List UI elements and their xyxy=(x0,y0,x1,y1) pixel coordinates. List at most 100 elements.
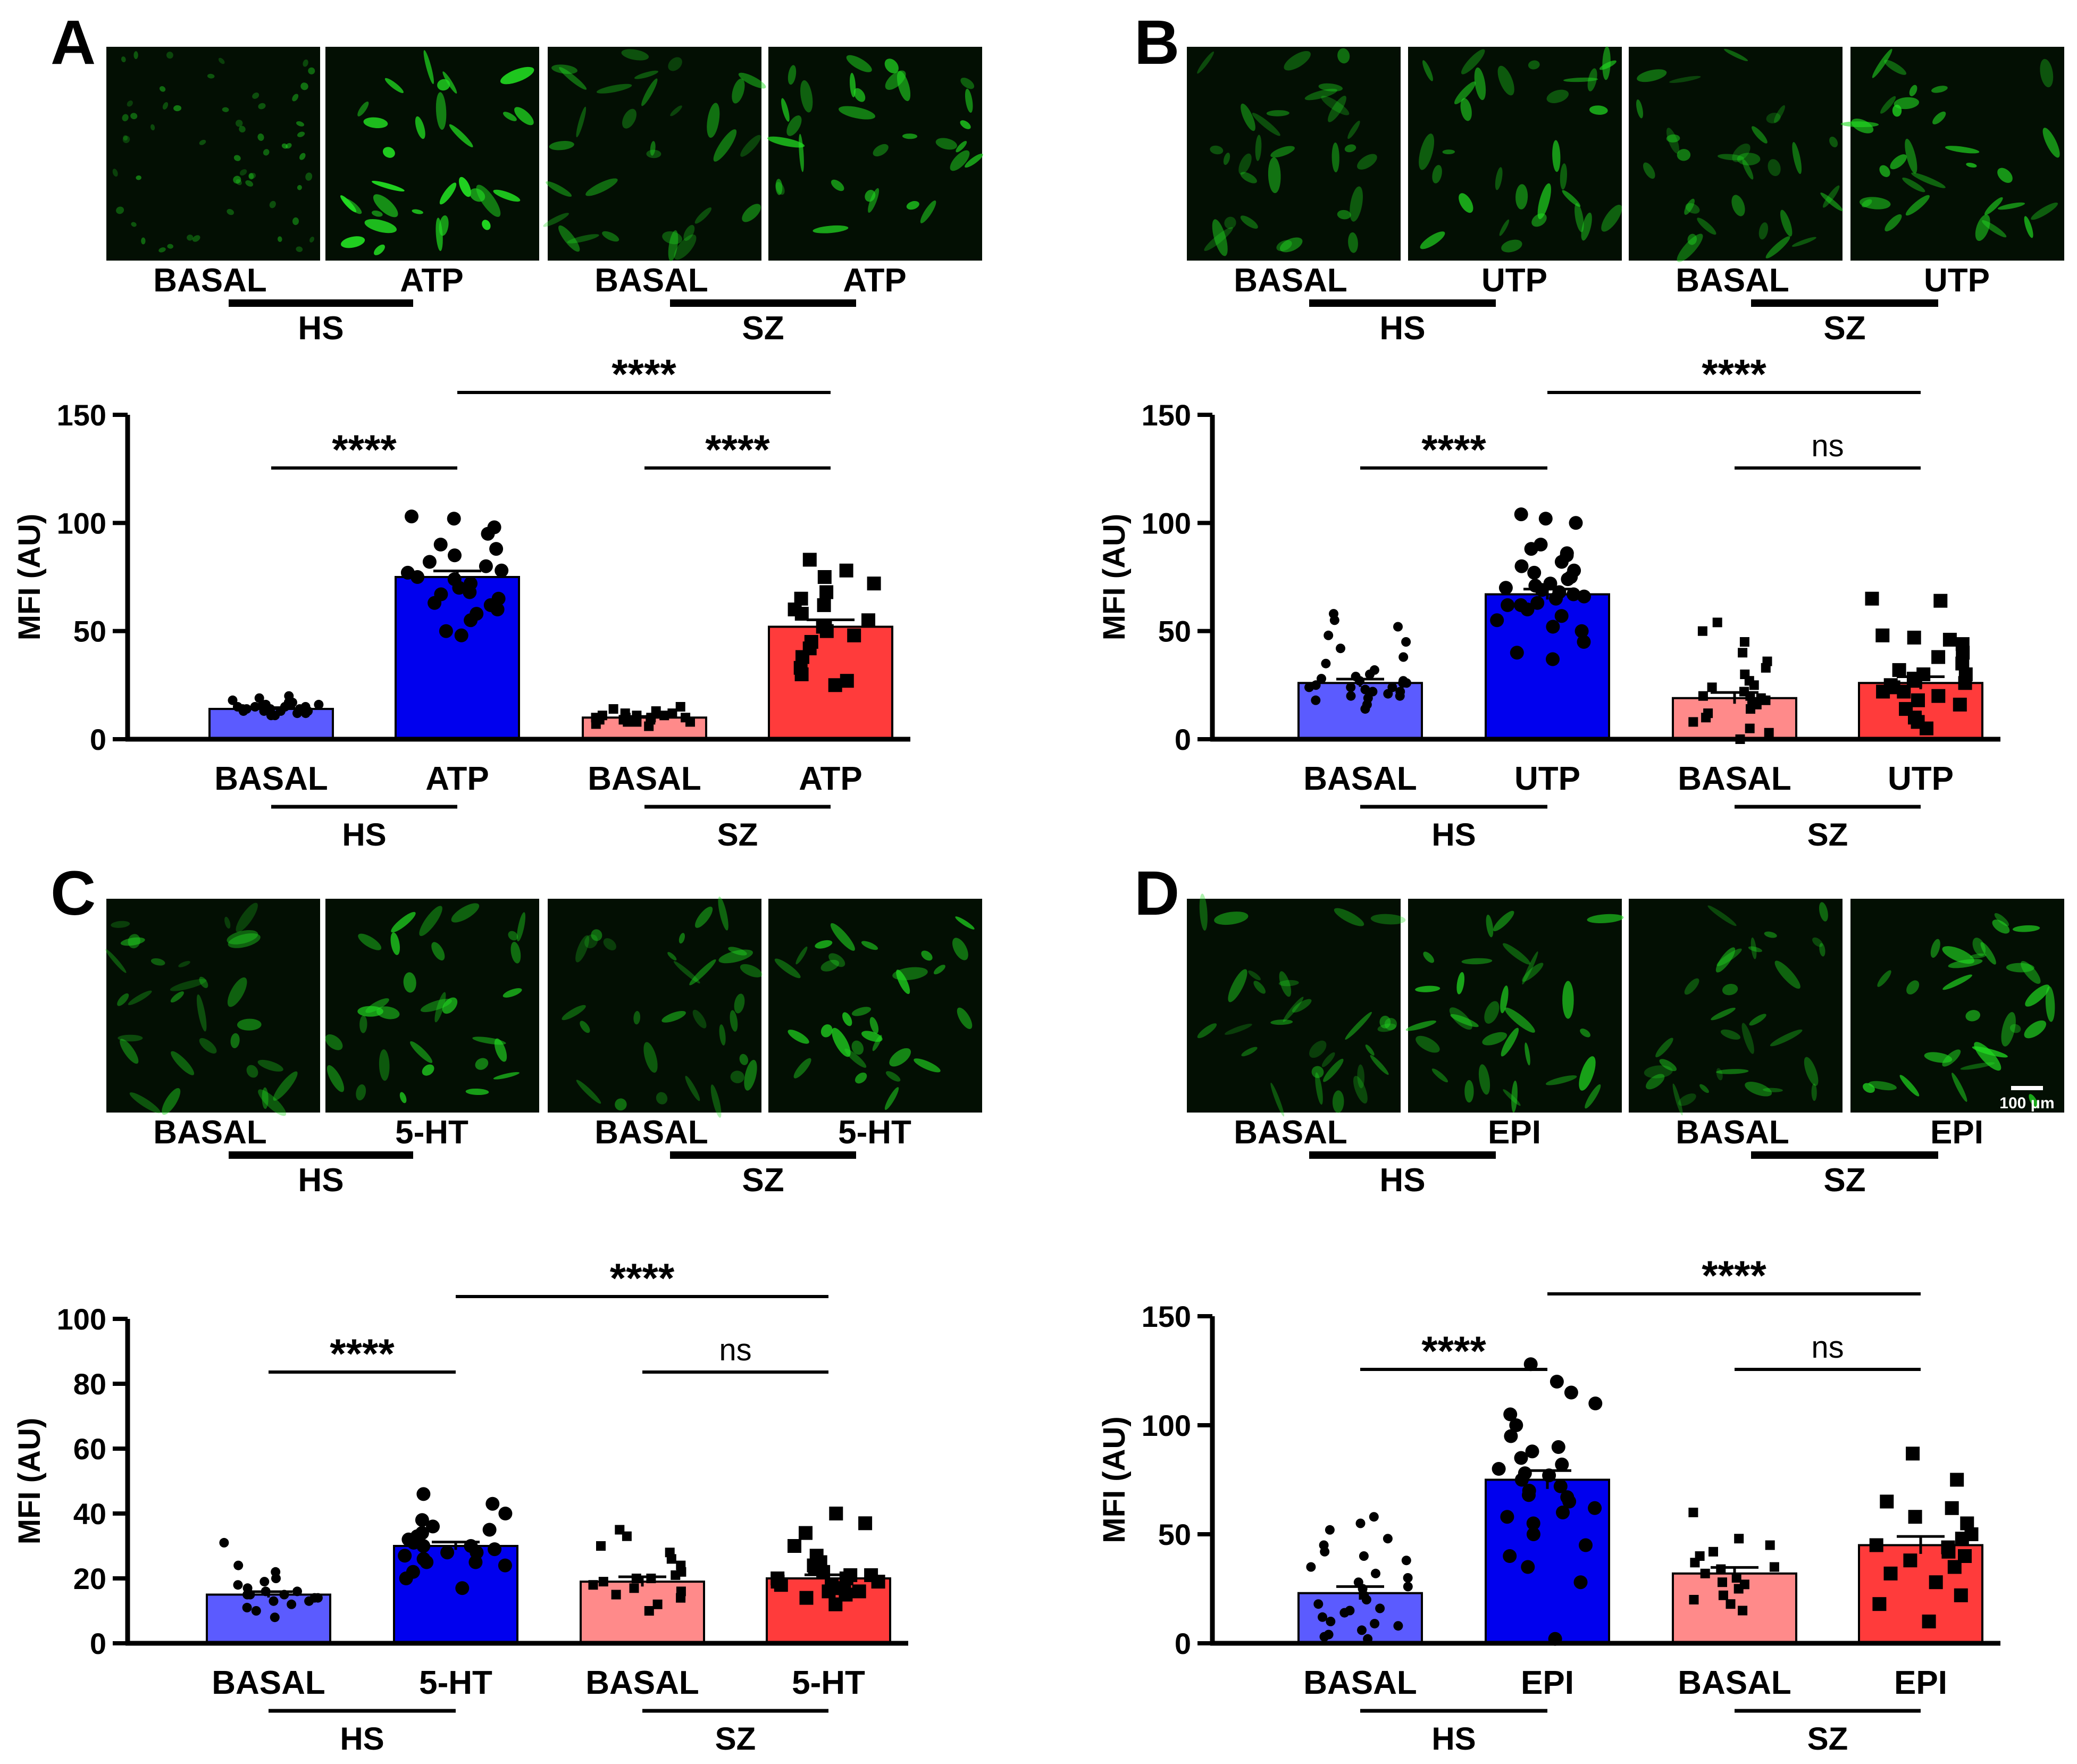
cell-mark xyxy=(872,1035,882,1051)
group-label: SZ xyxy=(1807,817,1848,852)
cell-mark xyxy=(1860,197,1891,210)
cell-mark xyxy=(1503,943,1530,965)
cell-mark xyxy=(159,86,166,92)
cell-mark xyxy=(1899,1075,1920,1097)
data-point xyxy=(1933,593,1948,608)
cell-mark xyxy=(162,102,169,110)
cell-mark xyxy=(1868,1081,1897,1091)
image-label: EPI xyxy=(1488,1114,1541,1151)
cell-mark xyxy=(1370,914,1406,925)
cell-mark xyxy=(576,106,587,138)
cell-mark xyxy=(1522,963,1544,982)
data-point xyxy=(270,1612,280,1623)
cell-mark xyxy=(308,67,315,74)
y-axis-label: MFI (AU) xyxy=(1097,1416,1132,1543)
cell-mark xyxy=(1199,893,1208,931)
group-label: HS xyxy=(1431,817,1476,852)
cell-mark xyxy=(602,231,619,242)
cell-mark xyxy=(1720,1029,1741,1040)
cell-mark xyxy=(1931,86,1948,93)
cell-mark xyxy=(1945,146,1980,154)
cell-mark xyxy=(1742,159,1754,180)
cell-mark xyxy=(668,230,679,262)
data-point xyxy=(1523,1357,1538,1372)
cell-mark xyxy=(297,131,305,137)
data-point xyxy=(1569,516,1583,530)
data-point xyxy=(1318,1612,1327,1622)
data-point xyxy=(829,1507,843,1520)
cell-mark xyxy=(1972,938,1986,956)
cell-mark xyxy=(227,208,234,215)
image-label: BASAL xyxy=(594,1114,708,1151)
cell-mark xyxy=(1405,1020,1437,1031)
cell-mark xyxy=(1350,186,1363,222)
cell-mark xyxy=(257,1059,283,1072)
cell-mark xyxy=(646,149,661,158)
cell-mark xyxy=(248,173,254,180)
cell-mark xyxy=(730,1071,744,1083)
data-point xyxy=(1869,1538,1883,1552)
cell-mark xyxy=(902,133,918,139)
cell-mark xyxy=(508,931,518,941)
cell-mark xyxy=(1716,948,1742,966)
cell-mark xyxy=(775,179,783,195)
cell-mark xyxy=(906,201,919,210)
cell-mark xyxy=(719,1024,726,1046)
cell-mark xyxy=(1829,137,1838,147)
data-point xyxy=(454,628,468,642)
cell-mark xyxy=(892,967,928,981)
cell-mark xyxy=(236,902,258,933)
cell-mark xyxy=(1224,216,1236,229)
cell-mark xyxy=(851,1007,872,1016)
cell-mark xyxy=(239,169,247,176)
cell-mark xyxy=(546,181,572,197)
y-tick-label: 40 xyxy=(73,1497,106,1531)
cell-mark xyxy=(451,903,480,923)
cell-mark xyxy=(1197,1023,1217,1039)
cell-mark xyxy=(2006,963,2034,973)
cell-mark xyxy=(694,906,713,928)
cell-mark xyxy=(410,1041,433,1063)
panel-letter: D xyxy=(1134,858,1179,929)
image-label: 5-HT xyxy=(838,1114,911,1151)
cell-mark xyxy=(127,100,133,107)
cell-mark xyxy=(1711,1007,1736,1021)
cell-mark xyxy=(952,938,968,960)
data-point xyxy=(867,576,881,591)
cell-mark xyxy=(340,195,357,213)
cell-mark xyxy=(442,997,458,1014)
cell-mark xyxy=(868,188,880,213)
data-point xyxy=(1403,1573,1413,1583)
cell-mark xyxy=(1522,951,1538,985)
data-point xyxy=(1503,1407,1518,1422)
cell-mark xyxy=(742,204,761,222)
cell-mark xyxy=(2021,961,2041,984)
y-tick-label: 60 xyxy=(73,1432,106,1466)
cell-mark xyxy=(1948,959,1983,968)
data-point xyxy=(1560,546,1574,561)
cell-mark xyxy=(357,1006,383,1017)
cell-mark xyxy=(679,933,685,944)
cell-mark xyxy=(1942,946,1974,964)
cell-mark xyxy=(449,124,473,147)
data-point xyxy=(415,1513,429,1527)
cell-mark xyxy=(774,958,801,979)
data-point xyxy=(1490,613,1504,628)
data-point xyxy=(1950,1473,1964,1487)
data-point xyxy=(416,1552,431,1566)
data-point xyxy=(1360,684,1370,695)
data-point xyxy=(1345,1606,1355,1616)
cell-mark xyxy=(1546,89,1569,103)
cell-mark xyxy=(1255,135,1262,161)
cell-mark xyxy=(391,912,416,933)
cell-mark xyxy=(615,1098,627,1111)
data-point xyxy=(1899,702,1913,716)
cell-mark xyxy=(1422,60,1433,81)
panel-c: C BASAL 5-HT BASAL 5-HT HS SZ 0 20 40 60 80 100 MFI (… xyxy=(12,858,982,1757)
data-point xyxy=(1945,1501,1959,1515)
group-label: HS xyxy=(1431,1721,1476,1757)
cell-mark xyxy=(2045,986,2055,1022)
significance-label: **** xyxy=(612,350,676,397)
cell-mark xyxy=(1992,919,2010,934)
cell-mark xyxy=(1474,67,1486,101)
